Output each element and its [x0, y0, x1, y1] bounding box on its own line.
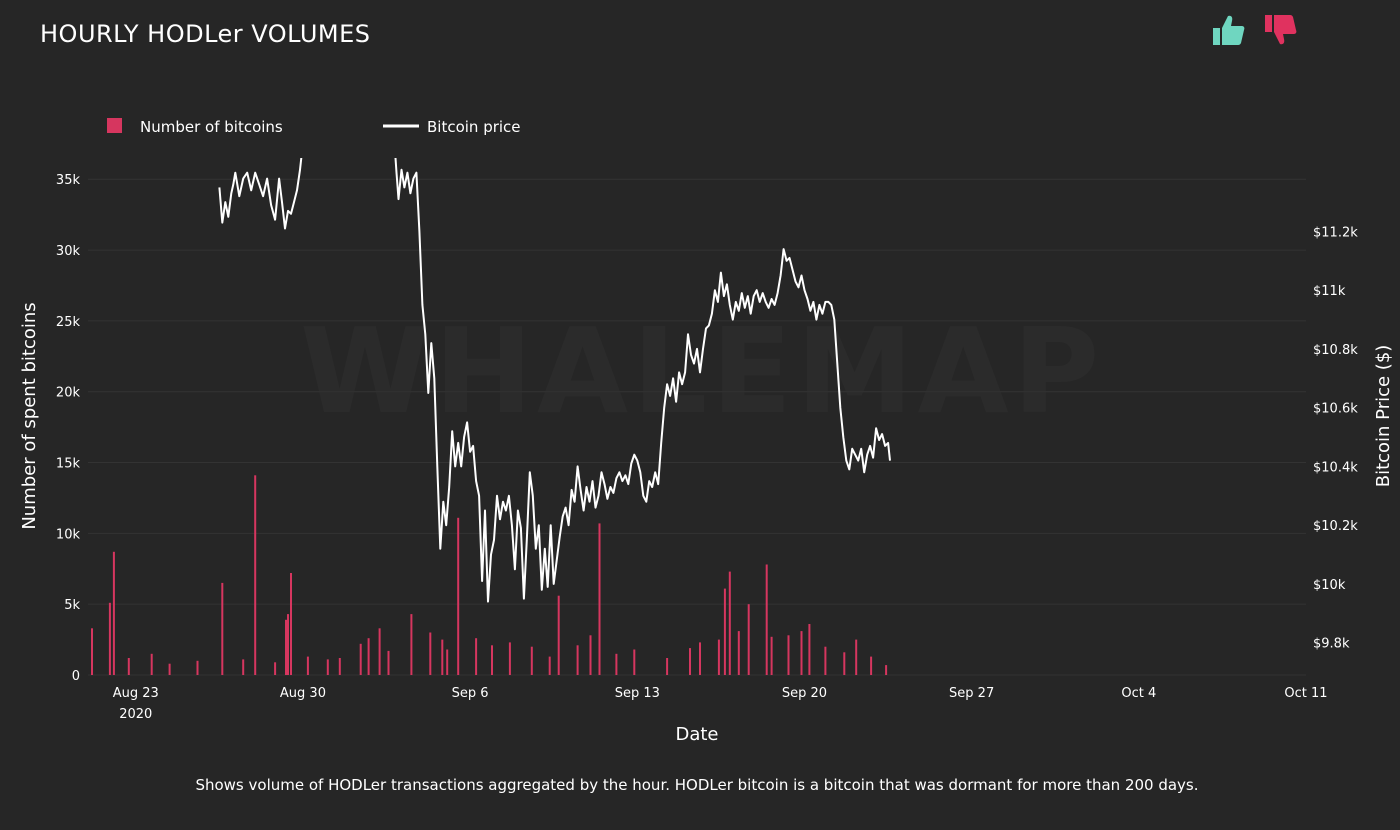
- y-right-tick-labels: $9.8k $10k $10.2k $10.4k $10.6k $10.8k $11k $11…: [1313, 225, 1358, 651]
- volume-bar: [491, 645, 493, 675]
- volume-bar: [787, 635, 790, 675]
- x-tick-label: Oct 4: [1121, 686, 1156, 701]
- volume-bar: [808, 624, 811, 675]
- volume-bar: [824, 646, 827, 675]
- y-left-tick-label: 10k: [56, 527, 81, 542]
- volume-bar: [108, 602, 111, 675]
- y-right-tick-label: $10.2k: [1313, 519, 1358, 534]
- volume-bar: [196, 660, 199, 675]
- volume-bar: [410, 614, 413, 675]
- volume-bar: [326, 659, 329, 675]
- volume-bar: [168, 663, 171, 675]
- volume-bar: [800, 631, 803, 675]
- volume-bar: [285, 619, 287, 675]
- volume-bar: [429, 632, 432, 675]
- volume-bar: [457, 517, 460, 675]
- x-tick-label: Oct 11: [1284, 686, 1327, 701]
- x-tick-labels: Aug 23 2020 Aug 30 Sep 6 Sep 13 Sep 20 Sep 27 O…: [113, 686, 1328, 722]
- y-left-tick-label: 30k: [56, 244, 81, 259]
- volume-bar: [287, 614, 289, 675]
- volume-bar: [737, 631, 740, 675]
- volume-bar: [589, 635, 592, 675]
- volume-bar: [274, 662, 277, 675]
- x-tick-sublabel: 2020: [119, 707, 152, 722]
- volume-bar: [221, 582, 224, 675]
- volume-bar: [747, 604, 750, 675]
- y-right-tick-label: $10.8k: [1313, 343, 1358, 358]
- volume-bar: [633, 649, 636, 675]
- y-left-tick-labels: 0 5k 10k 15k 20k 25k 30k 35k: [56, 173, 81, 684]
- y-right-tick-label: $10k: [1313, 578, 1346, 593]
- y-right-tick-label: $10.6k: [1313, 402, 1358, 417]
- volume-bar: [359, 643, 362, 675]
- page-title: HOURLY HODLer VOLUMES: [40, 20, 371, 48]
- y-left-tick-label: 25k: [56, 315, 81, 330]
- volume-bar: [576, 645, 579, 675]
- volume-bars: [91, 475, 888, 675]
- volume-bar: [666, 658, 669, 675]
- volume-bar: [728, 571, 731, 675]
- x-tick-label: Aug 30: [280, 686, 326, 701]
- volume-bar: [765, 564, 768, 675]
- watermark: WHALEMAP: [300, 302, 1103, 440]
- y-left-tick-label: 5k: [64, 598, 80, 613]
- volume-bar: [548, 656, 551, 675]
- x-tick-label: Aug 23: [113, 686, 159, 701]
- y-right-tick-label: $9.8k: [1313, 637, 1350, 652]
- x-axis-title: Date: [675, 724, 718, 745]
- volume-bar: [91, 628, 93, 675]
- x-tick-label: Sep 6: [452, 686, 489, 701]
- volume-bar: [338, 658, 341, 675]
- y-left-axis-title: Number of spent bitcoins: [19, 302, 40, 529]
- legend-square-icon: [107, 118, 122, 133]
- x-tick-label: Sep 20: [782, 686, 827, 701]
- volume-bar: [557, 595, 560, 675]
- volume-bar: [306, 656, 309, 675]
- volume-bar: [112, 551, 115, 675]
- volume-bar: [446, 649, 449, 675]
- legend-label-bitcoins[interactable]: Number of bitcoins: [140, 118, 283, 136]
- y-left-tick-label: 0: [72, 669, 80, 684]
- y-right-axis-title: Bitcoin Price ($): [1373, 345, 1394, 488]
- volume-bar: [689, 648, 691, 675]
- volume-bar: [441, 639, 444, 675]
- volume-bar: [723, 588, 726, 675]
- thumbs-down-icon[interactable]: [1262, 12, 1298, 48]
- volume-bar: [717, 639, 720, 675]
- volume-bar: [508, 642, 511, 675]
- volume-bar: [378, 628, 381, 675]
- x-tick-label: Sep 27: [949, 686, 994, 701]
- volume-bar: [870, 656, 873, 675]
- legend-label-price[interactable]: Bitcoin price: [427, 118, 521, 136]
- volume-bar: [475, 638, 478, 675]
- x-tick-label: Sep 13: [615, 686, 660, 701]
- chart-caption: Shows volume of HODLer transactions aggr…: [195, 776, 1199, 794]
- volume-bar: [290, 573, 292, 675]
- y-right-tick-label: $11.2k: [1313, 225, 1358, 240]
- y-right-tick-label: $10.4k: [1313, 460, 1358, 475]
- volume-bar: [855, 639, 858, 675]
- price-line: [218, 158, 891, 603]
- volume-bar: [699, 642, 701, 675]
- volume-bar: [127, 658, 130, 675]
- volume-bar: [843, 652, 846, 675]
- price-line-group: [218, 158, 891, 603]
- volume-bar: [770, 636, 773, 675]
- volume-bar: [387, 650, 390, 675]
- y-left-tick-label: 35k: [56, 173, 81, 188]
- volume-bar: [254, 475, 257, 675]
- volume-bar: [598, 523, 601, 675]
- y-left-tick-label: 20k: [56, 386, 81, 401]
- volume-bar: [150, 653, 153, 675]
- volume-bar: [615, 653, 618, 675]
- volume-bar: [530, 646, 533, 675]
- volume-bar: [242, 659, 245, 675]
- y-right-tick-label: $11k: [1313, 284, 1346, 299]
- volume-bar: [885, 665, 888, 675]
- thumbs-up-icon[interactable]: [1210, 12, 1246, 48]
- volume-bar: [367, 638, 370, 675]
- y-left-tick-label: 15k: [56, 457, 81, 472]
